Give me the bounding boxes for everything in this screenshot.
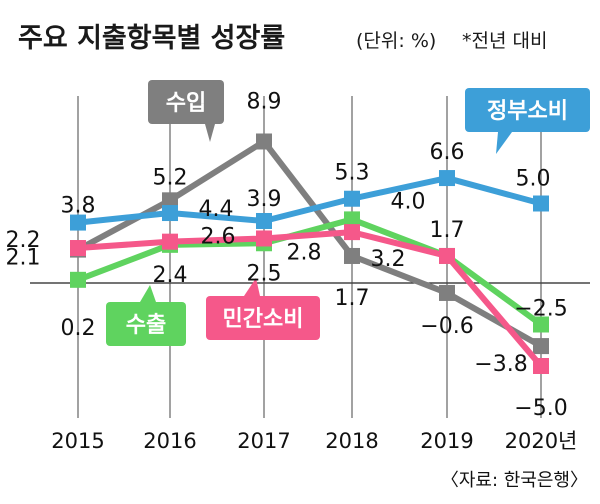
x-tick-4: 2019 (420, 429, 473, 453)
legend-label-3: 민간소비 (223, 307, 304, 332)
point-3-1 (162, 233, 178, 250)
legend-pointer-0 (496, 132, 512, 154)
point-1-2 (256, 133, 272, 150)
data-label-5: 5.0 (516, 167, 551, 192)
data-label-15: 4.0 (391, 189, 426, 214)
data-label-11: −3.8 (474, 352, 527, 377)
point-3-3 (344, 224, 360, 241)
series-line-2 (76, 216, 543, 327)
legend-pointer-2 (140, 285, 156, 302)
data-label-22: −5.0 (514, 396, 567, 421)
data-label-9: 1.7 (335, 286, 370, 311)
source-label: 〈자료: 한국은행〉 (441, 470, 588, 491)
point-3-5 (533, 358, 549, 374)
point-1-4 (439, 284, 455, 301)
legend-label-1: 수입 (166, 91, 206, 116)
legend-pointer-1 (205, 124, 215, 142)
point-1-3 (344, 247, 360, 264)
point-2-3 (344, 211, 360, 228)
x-tick-1: 2016 (143, 429, 196, 453)
data-label-12: 0.2 (61, 316, 96, 341)
data-label-18: 2.2 (6, 228, 41, 253)
unit-label: (단위: %) (356, 30, 436, 52)
point-2-0 (70, 271, 86, 288)
note-label: *전년 대비 (462, 30, 547, 52)
data-label-21: 3.2 (371, 247, 406, 272)
data-label-2: 3.9 (247, 187, 282, 212)
legend-pointer-3 (244, 278, 260, 296)
point-3-2 (256, 230, 272, 247)
data-labels: 3.8 4.4 3.9 5.3 6.6 5.0 2.1 5.2 8.9 1.7 −0.6−3.8 0.… (6, 89, 568, 421)
legend-badge-0 (465, 88, 590, 132)
point-3-0 (70, 240, 86, 257)
data-label-16: 1.7 (430, 218, 465, 243)
data-label-10: −0.6 (420, 314, 473, 339)
point-0-2 (256, 212, 272, 229)
x-tick-3: 2018 (325, 429, 378, 453)
point-1-5 (533, 338, 549, 355)
data-label-3: 5.3 (335, 161, 370, 186)
point-2-5 (533, 316, 549, 333)
legend-label-0: 정부소비 (487, 99, 568, 124)
legend-label-2: 수출 (126, 313, 166, 338)
data-label-8: 8.9 (247, 89, 282, 114)
legend-badge-1 (148, 80, 224, 124)
chart-title: 주요 지출항목별 성장률 (18, 23, 285, 54)
point-0-4 (439, 170, 455, 187)
point-3-4 (439, 247, 455, 264)
x-tick-5: 2020년 (505, 429, 578, 453)
data-label-13: 2.4 (153, 263, 188, 288)
point-0-0 (70, 214, 86, 231)
series-line-3 (77, 229, 544, 368)
legend-badge-2 (106, 302, 186, 346)
x-axis-ticks: 2015 2016 2017 2018 2019 2020년 (51, 429, 577, 453)
x-tick-0: 2015 (51, 429, 104, 453)
data-label-7: 5.2 (153, 165, 188, 190)
data-label-1: 4.4 (199, 197, 234, 222)
point-0-5 (533, 195, 549, 212)
data-label-0: 3.8 (61, 194, 96, 219)
data-label-19: 2.6 (201, 225, 236, 250)
data-label-17: −2.5 (514, 297, 567, 322)
point-0-1 (162, 205, 178, 222)
point-1-1 (162, 192, 178, 209)
data-label-6: 2.1 (6, 246, 41, 271)
series-layer (70, 133, 549, 374)
data-label-20: 2.8 (287, 240, 322, 265)
x-tick-2: 2017 (237, 429, 290, 453)
legend-badge-3 (206, 296, 320, 340)
point-0-3 (344, 190, 360, 207)
data-label-14: 2.5 (247, 261, 282, 286)
data-label-4: 6.6 (430, 140, 465, 165)
series-line-1 (76, 138, 543, 349)
series-line-0 (77, 175, 542, 226)
header: 주요 지출항목별 성장률 (단위: %) *전년 대비 (18, 23, 547, 54)
